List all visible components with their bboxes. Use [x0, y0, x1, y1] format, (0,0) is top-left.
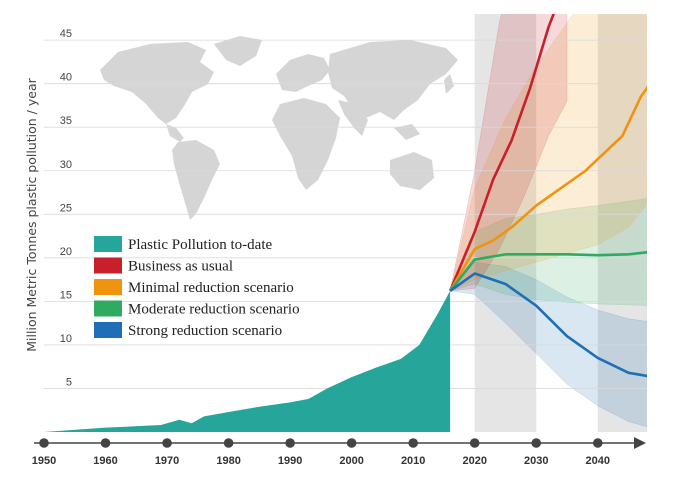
- line-business-as-usual: [448, 14, 555, 292]
- world-map-icon: [100, 36, 458, 220]
- legend-label: Moderate reduction scenario: [128, 302, 300, 318]
- x-tick-label: 1990: [278, 455, 302, 467]
- legend-swatch: [94, 322, 122, 338]
- area-plastic-pollution-to-date: [44, 290, 451, 432]
- x-tick-dot: [39, 438, 49, 448]
- uncertainty-band-moderate-reduction-scenario: [449, 198, 647, 306]
- legend-label: Business as usual: [128, 259, 233, 275]
- x-tick-label: 1970: [155, 455, 179, 467]
- line-minimal-reduction-scenario: [448, 85, 647, 292]
- x-tick-label: 2020: [462, 455, 486, 467]
- x-tick-dot: [592, 438, 603, 448]
- x-tick-label: 1960: [93, 455, 117, 467]
- x-tick-dot: [346, 438, 357, 448]
- y-tick-label: 45: [60, 28, 72, 40]
- legend-swatch: [94, 236, 122, 252]
- y-tick-label: 25: [60, 202, 72, 214]
- x-tick-label: 2010: [401, 455, 425, 467]
- y-tick-label: 40: [60, 72, 72, 84]
- y-tick-label: 35: [60, 115, 72, 127]
- x-tick-dot: [223, 438, 234, 448]
- x-tick-dot: [100, 438, 111, 448]
- x-tick-label: 2000: [339, 455, 363, 467]
- x-tick-label: 2040: [586, 455, 610, 467]
- line-strong-reduction-scenario: [449, 272, 647, 378]
- x-tick-dot: [285, 438, 295, 448]
- gridlines: 5 10 15 20 25 30 35 40 45: [44, 28, 647, 389]
- x-tick-label: 2030: [524, 455, 548, 467]
- legend-label: Minimal reduction scenario: [128, 280, 294, 296]
- legend-swatch: [94, 257, 122, 274]
- axes: 1950 1960 1970 1980 1990 2000 2010 2020 2030 2040: [32, 437, 646, 467]
- series-layer: [44, 14, 647, 432]
- uncertainty-band-minimal-reduction-scenario: [449, 14, 647, 292]
- y-tick-label: 5: [66, 376, 72, 388]
- legend-label: Strong reduction scenario: [128, 323, 282, 339]
- legend-label: Plastic Pollution to-date: [128, 237, 272, 253]
- line-moderate-reduction-scenario: [449, 250, 647, 292]
- y-tick-label: 20: [60, 246, 72, 258]
- y-tick-label: 10: [60, 333, 72, 345]
- x-tick-label: 1950: [32, 455, 56, 467]
- x-axis-arrow-icon: [634, 437, 646, 449]
- x-tick-dot: [162, 438, 172, 448]
- y-axis-label: Million Metric Tonnes plastic pollution …: [24, 77, 39, 351]
- x-tick-dot: [469, 438, 480, 448]
- x-tick-label: 1980: [216, 455, 240, 467]
- uncertainty-band-strong-reduction-scenario: [449, 261, 647, 428]
- x-tick-dot: [531, 438, 542, 448]
- legend-swatch: [94, 279, 122, 295]
- legend: Plastic Pollution to-date Business as usu…: [94, 236, 300, 339]
- legend-swatch: [94, 300, 122, 317]
- x-tick-dot: [408, 438, 418, 448]
- y-tick-label: 15: [60, 289, 72, 301]
- y-tick-label: 30: [60, 159, 72, 171]
